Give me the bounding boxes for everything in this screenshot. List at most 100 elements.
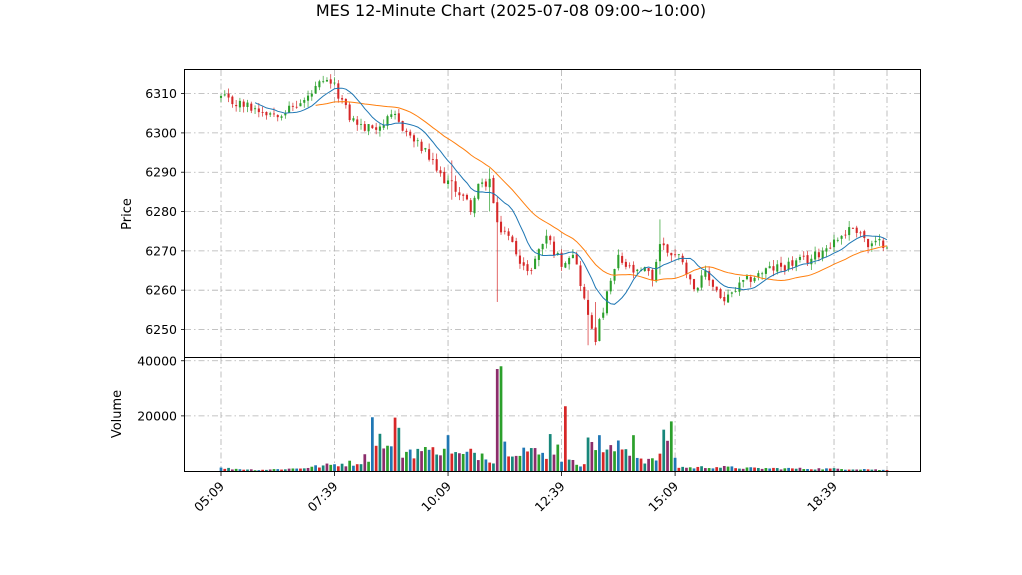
candle-body (272, 113, 276, 115)
candle-body (598, 319, 601, 342)
volume-bar (363, 454, 367, 471)
volume-bar (609, 445, 613, 471)
volume-bar (439, 455, 442, 471)
candle-body (780, 262, 783, 267)
volume-bar (261, 469, 264, 471)
volume-bar (541, 452, 545, 471)
volume-bar (336, 466, 340, 471)
volume-bar (450, 453, 454, 471)
candle-body (836, 239, 839, 241)
volume-bar (753, 467, 756, 471)
volume-bar (787, 467, 790, 471)
volume-bar (371, 417, 374, 471)
volume-bar (594, 450, 597, 471)
candle-body (681, 255, 684, 263)
candle-body (874, 240, 877, 243)
candle-body (848, 227, 851, 236)
volume-bar (223, 468, 227, 471)
candle-body (363, 124, 366, 131)
volume-bar (707, 468, 711, 471)
candle-body (783, 265, 786, 271)
candle-body (348, 104, 351, 121)
candle-body (730, 292, 733, 294)
volume-bar (628, 455, 632, 471)
candle-body (817, 252, 820, 258)
candle-body (617, 254, 620, 269)
volume-grid (185, 358, 920, 471)
candle-body (288, 105, 291, 113)
x-axis: 05:09 07:39 10:09 12:39 15:09 18:39 (191, 471, 888, 515)
candle-body (378, 126, 381, 131)
candle-body (878, 239, 881, 241)
candle-body (632, 264, 635, 273)
candle-body (329, 79, 332, 84)
volume-bar (866, 469, 870, 471)
candle-body (776, 264, 779, 272)
volume-bar (374, 445, 378, 471)
candle-body (386, 116, 389, 126)
volume-bar (802, 469, 806, 471)
candle-body (602, 312, 605, 318)
candle-body (549, 236, 552, 241)
volume-bar (480, 453, 484, 471)
candle-body (367, 124, 370, 132)
volume-bar (397, 427, 401, 471)
volume-bar (495, 369, 499, 471)
volume-bar (669, 421, 673, 471)
volume-bar (685, 467, 688, 471)
candle-body (235, 105, 238, 107)
volume-bar (821, 469, 825, 471)
candle-body (829, 247, 832, 249)
volume-bar (408, 449, 412, 471)
volume-bar (855, 469, 859, 471)
volume-panel: 20000 40000 Volume (110, 353, 921, 472)
candle-body (231, 96, 234, 105)
volume-bar (423, 447, 427, 471)
candle-body (798, 257, 802, 260)
volume-bar (382, 448, 386, 471)
chart-title: MES 12-Minute Chart (2025-07-08 09:00~10… (316, 1, 706, 20)
volume-y-ticks: 20000 40000 (137, 353, 185, 423)
candle-body (814, 251, 817, 260)
volume-bar (704, 468, 707, 471)
candle-body (670, 252, 673, 256)
candle-body (624, 261, 627, 267)
candle-body (443, 171, 446, 184)
volume-bar (730, 466, 734, 471)
candle-body (416, 140, 419, 142)
candle-body (534, 258, 537, 270)
volume-bar (598, 435, 601, 471)
volume-bar (567, 459, 571, 471)
candle-body (719, 289, 722, 298)
x-tick-label: 18:39 (804, 478, 840, 514)
candle-body (768, 266, 771, 269)
candle-body (371, 125, 374, 129)
volume-bar (514, 455, 518, 471)
volume-axis-label: Volume (110, 390, 125, 438)
volume-bar (885, 470, 889, 471)
volume-bar (257, 470, 261, 471)
volume-bar (526, 451, 529, 471)
volume-bar (783, 468, 787, 471)
candle-body (499, 221, 503, 233)
volume-bar (560, 461, 563, 471)
volume-bar (768, 468, 772, 471)
volume-bar (711, 468, 715, 471)
volume-bar (586, 437, 590, 471)
candle-body (734, 291, 737, 292)
price-tick-label: 6300 (145, 125, 177, 140)
candle-body (658, 244, 661, 262)
ma-slow-line (315, 101, 888, 282)
volume-bar (700, 466, 703, 471)
candle-body (394, 113, 397, 115)
volume-bar (828, 468, 832, 471)
volume-bar (276, 469, 280, 471)
volume-bar (246, 469, 249, 471)
volume-bar (643, 463, 647, 471)
volume-bar (582, 464, 586, 471)
price-tick-label: 6270 (145, 243, 177, 258)
volume-bar (741, 468, 745, 471)
candle-body (284, 113, 287, 116)
volume-bar (522, 447, 526, 471)
candle-body (795, 260, 798, 267)
